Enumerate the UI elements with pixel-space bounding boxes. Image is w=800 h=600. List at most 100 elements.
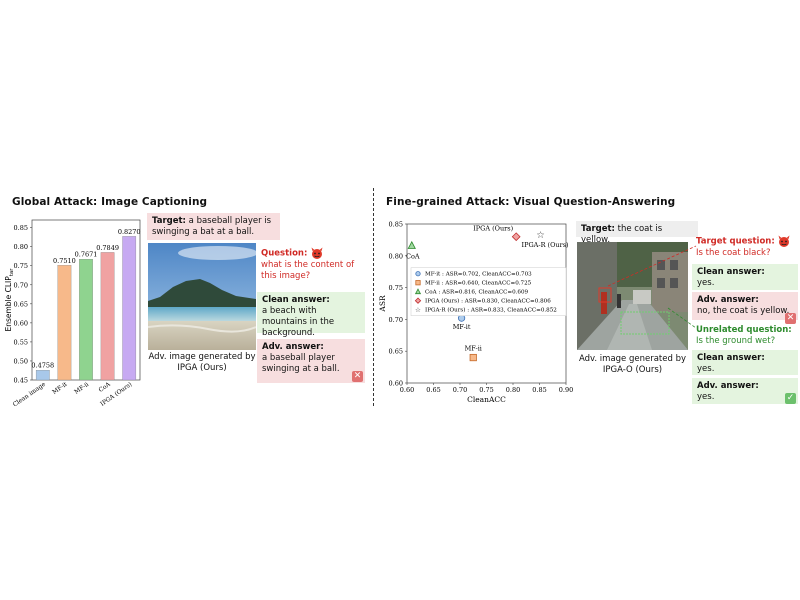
y-tick-label: 0.45 (14, 377, 28, 385)
y-tick-label: 0.70 (14, 281, 28, 289)
x-tick-label: 0.65 (426, 386, 440, 394)
panel-divider (373, 188, 374, 406)
y-tick-label: 0.50 (14, 357, 28, 365)
scatter-chart: 0.60 0.65 0.70 0.75 0.80 0.85 0.90 0.60 0.65 0.70… (378, 221, 573, 405)
x-tick-label: 0.90 (559, 386, 573, 394)
bar-mf-it (57, 265, 72, 381)
left-clean-label: Clean answer: (262, 295, 330, 305)
right-adv2-answer-box: Adv. answer: yes. (692, 378, 798, 404)
point-label: MF-it (453, 323, 471, 331)
target-question-text: Is the coat black? (696, 247, 771, 258)
point-mf-ii (469, 353, 477, 362)
right-cross-icon: ✕ (785, 313, 796, 324)
right-adv-label: Adv. answer: (697, 295, 759, 305)
right-target-box: Target: the coat is yellow. (576, 221, 698, 245)
y-tick-label: 0.60 (14, 319, 28, 327)
left-clean-text: a beach with mountains in the background… (262, 306, 335, 338)
right-adv-answer-box: Adv. answer: no, the coat is yellow. (692, 292, 798, 320)
bar-value-label: 0.7849 (96, 244, 119, 252)
point-ipga-ours- (511, 232, 521, 242)
beach-image (148, 243, 256, 350)
unrelated-question-block: Unrelated question: Is the ground wet? (692, 325, 798, 349)
legend-marker (414, 288, 422, 295)
left-adv-text: a baseball player swinging at a ball. (262, 353, 340, 374)
question-label: Question: (261, 248, 308, 259)
question-text: what is the content of this image? (261, 259, 355, 281)
left-target-label: Target: (152, 216, 186, 226)
check-icon: ✓ (785, 393, 796, 404)
y-tick-label: 0.80 (14, 243, 28, 251)
legend-marker: ☆ (415, 306, 421, 314)
y-tick-label: 0.65 (14, 300, 28, 308)
left-cross-icon: ✕ (352, 371, 363, 382)
x-tick-label: 0.80 (506, 386, 520, 394)
x-tick-label: MF-ii (73, 381, 90, 396)
y-tick-label: 0.75 (389, 284, 403, 292)
right-target-label: Target: (581, 224, 615, 234)
unrelated-question-label: Unrelated question: (696, 325, 792, 335)
bar-value-label: 0.8270 (118, 228, 141, 236)
y-axis-label: ASR (378, 295, 387, 313)
y-tick-label: 0.60 (389, 380, 403, 388)
left-heading: Global Attack: Image Captioning (12, 196, 208, 208)
connector-lines (607, 245, 697, 329)
point-ipga-r-ours-: ☆ (536, 230, 545, 241)
right-heading: Fine-grained Attack: Visual Question-Ans… (386, 196, 676, 208)
unrelated-question-text: Is the ground wet? (696, 336, 776, 346)
left-clean-answer-box: Clean answer: a beach with mountains in … (257, 292, 365, 338)
left-adv-answer-box: Adv. answer: a baseball player swinging … (257, 339, 365, 383)
legend-entry: IPGA (Ours) : ASR=0.830, CleanACC=0.806 (425, 298, 551, 305)
target-question-block: Target question: Is the coat black? (692, 235, 798, 259)
bar-value-label: 0.4758 (31, 362, 54, 370)
legend-marker (414, 297, 422, 304)
point-label: CoA (406, 253, 420, 261)
bar-clean-image (35, 370, 50, 381)
y-tick-label: 0.70 (389, 316, 403, 324)
left-adv-label: Adv. answer: (262, 342, 324, 352)
street-image (577, 242, 688, 350)
y-tick-label: 0.65 (389, 348, 403, 356)
legend-marker (415, 271, 421, 277)
bar-value-label: 0.7671 (75, 251, 98, 259)
y-tick-label: 0.85 (14, 224, 28, 232)
x-tick-label: 0.70 (453, 386, 467, 394)
right-clean-answer-box: Clean answer: yes. (692, 264, 798, 290)
legend-entry: IPGA-R (Ours) : ASR=0.833, CleanACC=0.85… (425, 307, 557, 314)
right-target-text: the coat is yellow. (581, 224, 663, 245)
x-tick-label: 0.75 (479, 386, 493, 394)
right-adv2-label: Adv. answer: (697, 381, 759, 391)
target-question-label: Target question: (696, 236, 775, 247)
right-clean-text: yes. (697, 278, 715, 288)
y-tick-label: 0.75 (14, 262, 28, 270)
right-image-caption: Adv. image generated by IPGA-O (Ours) (578, 354, 687, 375)
x-tick-label: Clean image (12, 381, 47, 409)
right-clean2-label: Clean answer: (697, 353, 765, 363)
x-tick-label: MF-it (51, 381, 69, 396)
y-axis-label-subscript: tar (9, 268, 15, 277)
bar-coa (100, 252, 115, 381)
right-clean2-answer-box: Clean answer: yes. (692, 350, 798, 375)
question-block: Question: what is the content of this im… (257, 247, 365, 287)
devil-icon (778, 235, 790, 247)
right-adv-text: no, the coat is yellow. (697, 306, 790, 316)
legend-entry: CoA : ASR=0.816, CleanACC=0.609 (425, 290, 529, 296)
point-label: IPGA-R (Ours) (522, 241, 569, 249)
bar-ipga-ours- (122, 236, 137, 381)
x-axis-label: CleanACC (467, 395, 506, 404)
point-label: IPGA (Ours) (473, 225, 513, 233)
bar-value-label: 0.7510 (53, 257, 76, 265)
left-image-caption: Adv. image generated by IPGA (Ours) (148, 352, 256, 373)
y-axis-label: Ensemble CLIPtar (4, 268, 15, 332)
right-adv2-text: yes. (697, 392, 715, 402)
legend-entry: MF-it : ASR=0.702, CleanACC=0.703 (425, 272, 532, 278)
legend-box (410, 267, 567, 316)
legend-entry: MF-ii : ASR=0.640, CleanACC=0.725 (425, 281, 532, 287)
x-tick-label: CoA (97, 381, 112, 394)
point-coa (407, 240, 416, 249)
devil-icon (311, 247, 323, 259)
bar-chart: 0.45 0.50 0.55 0.60 0.65 0.70 0.75 0.80 0.85 0.47… (4, 219, 141, 409)
x-tick-label: 0.85 (532, 386, 546, 394)
left-target-text: a baseball player is swinging a bat at a… (152, 216, 272, 237)
right-clean-label: Clean answer: (697, 267, 765, 277)
left-target-box: Target: a baseball player is swinging a … (147, 213, 280, 240)
